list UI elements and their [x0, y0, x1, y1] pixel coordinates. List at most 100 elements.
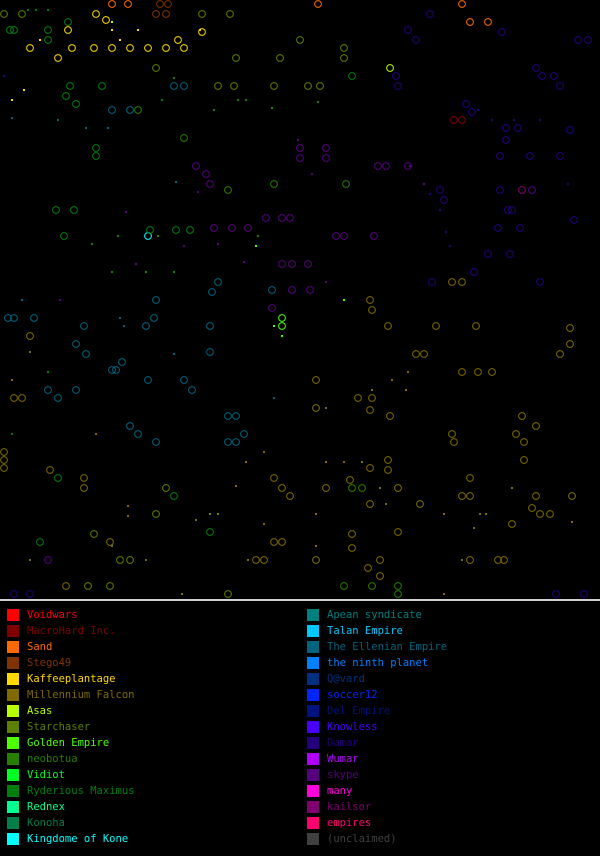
planet-marker[interactable]: [426, 10, 434, 18]
asteroid-dot[interactable]: [11, 379, 13, 381]
asteroid-dot[interactable]: [21, 299, 23, 301]
planet-marker[interactable]: [118, 358, 126, 366]
planet-marker[interactable]: [416, 500, 424, 508]
planet-marker[interactable]: [348, 544, 356, 552]
planet-marker[interactable]: [170, 82, 178, 90]
planet-marker[interactable]: [240, 430, 248, 438]
planet-marker[interactable]: [0, 10, 8, 18]
planet-marker[interactable]: [450, 438, 458, 446]
planet-marker[interactable]: [232, 438, 240, 446]
planet-marker[interactable]: [126, 106, 134, 114]
asteroid-dot[interactable]: [443, 513, 445, 515]
planet-marker[interactable]: [432, 322, 440, 330]
planet-marker[interactable]: [366, 464, 374, 472]
planet-marker[interactable]: [0, 456, 8, 464]
planet-marker[interactable]: [126, 556, 134, 564]
planet-marker[interactable]: [494, 556, 502, 564]
planet-marker[interactable]: [60, 232, 68, 240]
asteroid-dot[interactable]: [257, 235, 259, 237]
planet-marker[interactable]: [62, 582, 70, 590]
asteroid-dot[interactable]: [117, 235, 119, 237]
planet-marker[interactable]: [134, 430, 142, 438]
planet-marker[interactable]: [6, 26, 14, 34]
planet-marker[interactable]: [370, 232, 378, 240]
planet-marker[interactable]: [412, 350, 420, 358]
asteroid-dot[interactable]: [57, 119, 59, 121]
asteroid-dot[interactable]: [119, 39, 121, 41]
planet-marker[interactable]: [462, 100, 470, 108]
asteroid-dot[interactable]: [479, 513, 481, 515]
planet-marker[interactable]: [368, 306, 376, 314]
planet-marker[interactable]: [270, 474, 278, 482]
planet-marker[interactable]: [224, 412, 232, 420]
planet-marker[interactable]: [152, 64, 160, 72]
planet-marker[interactable]: [244, 224, 252, 232]
planet-marker[interactable]: [546, 510, 554, 518]
planet-marker[interactable]: [384, 456, 392, 464]
asteroid-dot[interactable]: [317, 101, 319, 103]
planet-marker[interactable]: [384, 466, 392, 474]
asteroid-dot[interactable]: [213, 109, 215, 111]
asteroid-dot[interactable]: [315, 545, 317, 547]
planet-marker[interactable]: [278, 484, 286, 492]
asteroid-dot[interactable]: [119, 317, 121, 319]
planet-marker[interactable]: [172, 226, 180, 234]
planet-marker[interactable]: [54, 474, 62, 482]
asteroid-dot[interactable]: [3, 75, 5, 77]
planet-marker[interactable]: [458, 278, 466, 286]
planet-marker[interactable]: [134, 106, 142, 114]
planet-marker[interactable]: [358, 484, 366, 492]
planet-marker[interactable]: [376, 572, 384, 580]
asteroid-dot[interactable]: [199, 29, 201, 31]
planet-marker[interactable]: [286, 214, 294, 222]
planet-marker[interactable]: [566, 324, 574, 332]
asteroid-dot[interactable]: [217, 513, 219, 515]
planet-marker[interactable]: [458, 492, 466, 500]
planet-marker[interactable]: [340, 54, 348, 62]
planet-marker[interactable]: [296, 36, 304, 44]
planet-marker[interactable]: [312, 376, 320, 384]
planet-marker[interactable]: [394, 82, 402, 90]
planet-marker[interactable]: [368, 394, 376, 402]
planet-marker[interactable]: [472, 322, 480, 330]
planet-marker[interactable]: [44, 386, 52, 394]
planet-marker[interactable]: [144, 44, 152, 52]
asteroid-dot[interactable]: [461, 559, 463, 561]
asteroid-dot[interactable]: [125, 211, 127, 213]
planet-marker[interactable]: [568, 492, 576, 500]
planet-marker[interactable]: [152, 438, 160, 446]
planet-marker[interactable]: [80, 474, 88, 482]
planet-marker[interactable]: [346, 476, 354, 484]
planet-marker[interactable]: [376, 556, 384, 564]
planet-marker[interactable]: [54, 54, 62, 62]
asteroid-dot[interactable]: [173, 77, 175, 79]
planet-marker[interactable]: [512, 430, 520, 438]
asteroid-dot[interactable]: [181, 593, 183, 595]
asteroid-dot[interactable]: [539, 119, 541, 121]
planet-marker[interactable]: [268, 304, 276, 312]
asteroid-dot[interactable]: [127, 515, 129, 517]
planet-marker[interactable]: [384, 322, 392, 330]
asteroid-dot[interactable]: [95, 433, 97, 435]
asteroid-dot[interactable]: [477, 109, 479, 111]
asteroid-dot[interactable]: [311, 173, 313, 175]
planet-marker[interactable]: [364, 564, 372, 572]
planet-marker[interactable]: [180, 376, 188, 384]
planet-marker[interactable]: [108, 106, 116, 114]
planet-marker[interactable]: [18, 10, 26, 18]
planet-marker[interactable]: [506, 250, 514, 258]
planet-marker[interactable]: [306, 286, 314, 294]
asteroid-dot[interactable]: [325, 461, 327, 463]
planet-marker[interactable]: [516, 224, 524, 232]
asteroid-dot[interactable]: [315, 513, 317, 515]
asteroid-dot[interactable]: [173, 353, 175, 355]
planet-marker[interactable]: [428, 278, 436, 286]
planet-marker[interactable]: [102, 16, 110, 24]
asteroid-dot[interactable]: [423, 183, 425, 185]
planet-marker[interactable]: [504, 206, 512, 214]
planet-marker[interactable]: [466, 474, 474, 482]
planet-marker[interactable]: [108, 366, 116, 374]
planet-marker[interactable]: [80, 322, 88, 330]
planet-marker[interactable]: [180, 134, 188, 142]
planet-marker[interactable]: [498, 28, 506, 36]
